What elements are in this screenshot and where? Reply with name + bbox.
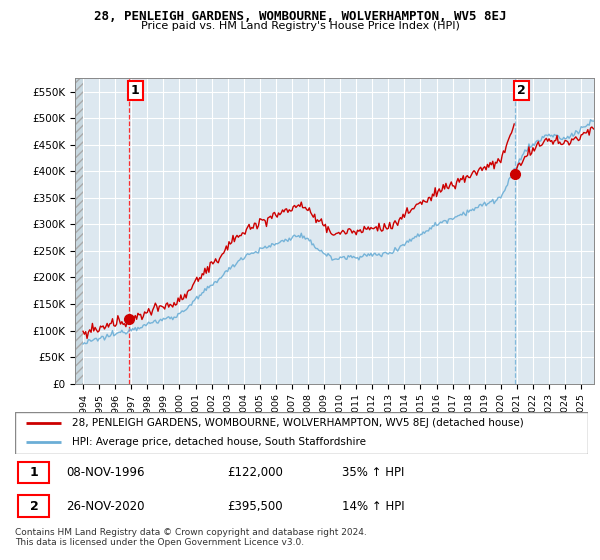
Text: HPI: Average price, detached house, South Staffordshire: HPI: Average price, detached house, Sout… [73, 437, 366, 447]
Text: 28, PENLEIGH GARDENS, WOMBOURNE, WOLVERHAMPTON, WV5 8EJ (detached house): 28, PENLEIGH GARDENS, WOMBOURNE, WOLVERH… [73, 418, 524, 428]
Text: 14% ↑ HPI: 14% ↑ HPI [341, 500, 404, 512]
Text: 35% ↑ HPI: 35% ↑ HPI [341, 466, 404, 479]
Text: 1: 1 [29, 466, 38, 479]
Text: 28, PENLEIGH GARDENS, WOMBOURNE, WOLVERHAMPTON, WV5 8EJ: 28, PENLEIGH GARDENS, WOMBOURNE, WOLVERH… [94, 10, 506, 23]
Text: 26-NOV-2020: 26-NOV-2020 [67, 500, 145, 512]
Text: 2: 2 [517, 85, 526, 97]
Text: Price paid vs. HM Land Registry's House Price Index (HPI): Price paid vs. HM Land Registry's House … [140, 21, 460, 31]
Text: 08-NOV-1996: 08-NOV-1996 [67, 466, 145, 479]
Polygon shape [75, 78, 83, 384]
Text: 1: 1 [131, 85, 140, 97]
Bar [18, 462, 49, 483]
Text: Contains HM Land Registry data © Crown copyright and database right 2024.
This d: Contains HM Land Registry data © Crown c… [15, 528, 367, 547]
Text: £395,500: £395,500 [227, 500, 283, 512]
Bar [18, 496, 49, 517]
Text: £122,000: £122,000 [227, 466, 283, 479]
Text: 2: 2 [29, 500, 38, 512]
